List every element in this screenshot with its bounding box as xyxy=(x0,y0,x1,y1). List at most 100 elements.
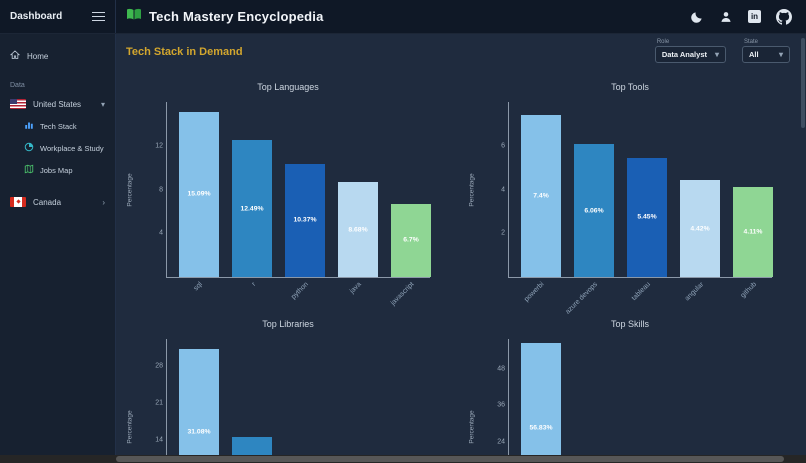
y-tick-label: 4 xyxy=(159,229,163,237)
x-tick-label: tableau xyxy=(630,281,652,303)
bar-value-label: 31.08% xyxy=(187,428,211,436)
horizontal-scrollbar-track[interactable] xyxy=(0,455,806,463)
bar-value-label: 15.09% xyxy=(187,190,211,198)
bar-python[interactable]: 10.37% python xyxy=(285,163,325,301)
map-icon xyxy=(24,164,34,176)
canada-flag-icon xyxy=(10,197,26,207)
chevron-right-icon: › xyxy=(102,197,105,207)
y-tick-label: 8 xyxy=(159,186,163,193)
chevron-down-icon: ▾ xyxy=(714,50,719,59)
sidebar-item-label: Canada xyxy=(33,197,62,207)
plot-area: 24 36 48 56.83% xyxy=(497,339,772,455)
horizontal-scrollbar-thumb[interactable] xyxy=(116,456,784,462)
sidebar-item-label: United States xyxy=(33,99,82,109)
x-tick-label: javascript xyxy=(390,281,416,307)
bars-group: 56.83% xyxy=(509,339,772,455)
bar-item-2[interactable] xyxy=(232,437,272,455)
bar-item-1[interactable]: 56.83% xyxy=(521,342,561,455)
role-filter: Role Data Analyst ▾ xyxy=(654,39,726,63)
bar-value-label: 6.06% xyxy=(584,207,604,215)
plot-area: 4 8 12 15.09% sql 12.49% r 10.37% python 8.68% jav… xyxy=(155,102,431,307)
filter-controls: Role Data Analyst ▾ State All ▾ xyxy=(654,39,790,63)
bar-value-label: 10.37% xyxy=(293,216,317,224)
bar-value-label: 7.4% xyxy=(533,192,549,200)
y-axis-label: Percentage xyxy=(468,410,476,444)
home-icon xyxy=(9,50,21,62)
dark-mode-moon-icon[interactable] xyxy=(690,10,704,24)
plot-area: 14 21 28 31.08% xyxy=(155,339,430,455)
role-select[interactable]: Data Analyst ▾ xyxy=(654,46,726,63)
state-label: State xyxy=(744,39,759,45)
x-tick-label: sql xyxy=(192,281,204,293)
bar-azure devops[interactable]: 6.06% azure devops xyxy=(564,144,614,316)
y-tick-label: 12 xyxy=(155,142,163,150)
y-tick-label: 14 xyxy=(155,436,163,444)
y-tick-label: 36 xyxy=(497,401,505,409)
y-axis-label: Percentage xyxy=(468,173,476,207)
bar-java[interactable]: 8.68% java xyxy=(338,182,378,295)
chart-top-libraries: Top Libraries Percentage 14 21 28 31.08% xyxy=(120,311,456,455)
y-axis-label: Percentage xyxy=(126,173,134,207)
y-tick-label: 6 xyxy=(501,142,505,150)
bar-javascript[interactable]: 6.7% javascript xyxy=(390,203,431,307)
hamburger-menu-icon[interactable] xyxy=(92,9,105,24)
bar-value-label: 8.68% xyxy=(348,226,368,234)
chart-title: Top Libraries xyxy=(262,319,314,329)
chart-title: Top Skills xyxy=(610,319,649,329)
book-icon xyxy=(126,8,142,26)
pie-chart-icon xyxy=(24,142,34,154)
sidebar-item-label: Jobs Map xyxy=(40,165,73,175)
user-icon[interactable] xyxy=(719,10,733,24)
bar-value-label: 4.11% xyxy=(743,228,763,236)
bar-value-label: 56.83% xyxy=(529,424,553,432)
bar-sql[interactable]: 15.09% sql xyxy=(179,111,219,292)
role-select-value: Data Analyst xyxy=(661,50,707,59)
y-axis-label: Percentage xyxy=(126,410,134,444)
chart-top-skills: Top Skills Percentage 24 36 48 56.83% xyxy=(462,311,798,455)
y-tick-label: 24 xyxy=(497,438,505,446)
us-flag-icon xyxy=(10,99,26,109)
bar-github[interactable]: 4.11% github xyxy=(733,187,773,299)
sidebar-item-united-states[interactable]: United States ▾ xyxy=(0,93,115,115)
x-tick-label: python xyxy=(290,281,310,301)
sidebar-item-home[interactable]: Home xyxy=(0,44,115,68)
topbar-icons: in xyxy=(690,8,806,25)
role-label: Role xyxy=(656,39,670,45)
sidebar-item-canada[interactable]: Canada › xyxy=(0,191,115,213)
bar-value-label: 5.45% xyxy=(637,213,657,221)
us-sub-list: Tech Stack Workplace & Study Jobs Map xyxy=(0,115,115,181)
sidebar-item-jobs-map[interactable]: Jobs Map xyxy=(18,159,115,181)
sidebar-title: Dashboard xyxy=(10,11,63,22)
charts-grid: Top Languages Percentage 4 8 12 15.09% sql 12… xyxy=(120,74,798,455)
bar-item-1[interactable]: 31.08% xyxy=(179,349,219,455)
y-tick-label: 28 xyxy=(155,362,163,370)
bar-powerbi[interactable]: 7.4% powerbi xyxy=(521,115,561,303)
vertical-scrollbar-thumb[interactable] xyxy=(801,38,805,128)
linkedin-icon[interactable]: in xyxy=(748,10,761,23)
app-title: Tech Mastery Encyclopedia xyxy=(149,9,324,24)
chart-top-tools: Top Tools Percentage 2 4 6 7.4% powerbi 6.06%… xyxy=(462,74,798,316)
bar-tableau[interactable]: 5.45% tableau xyxy=(627,157,667,302)
bar-value-label: 4.42% xyxy=(690,225,710,233)
bar-chart-icon xyxy=(24,120,34,132)
github-icon[interactable] xyxy=(776,8,792,25)
x-tick-label: angular xyxy=(683,281,705,303)
x-tick-label: java xyxy=(348,281,363,296)
bar-value-label: 12.49% xyxy=(240,205,264,213)
page-title: Tech Stack in Demand xyxy=(126,46,243,58)
bar-angular[interactable]: 4.42% angular xyxy=(680,180,720,302)
sidebar-section-data: Data xyxy=(10,82,25,89)
sidebar-item-tech-stack[interactable]: Tech Stack xyxy=(18,115,115,137)
bar-value-label: 6.7% xyxy=(403,236,419,244)
y-tick-label: 21 xyxy=(155,399,163,407)
bars-group: 7.4% powerbi 6.06% azure devops 5.45% tableau… xyxy=(509,102,773,316)
bars-group: 15.09% sql 12.49% r 10.37% python 8.68% java 6.7… xyxy=(167,102,431,307)
main-content: Tech Stack in Demand Role Data Analyst ▾… xyxy=(116,34,806,455)
chart-title: Top Tools xyxy=(611,82,649,92)
chart-top-languages: Top Languages Percentage 4 8 12 15.09% sql 12… xyxy=(120,74,456,311)
bar-r[interactable]: 12.49% r xyxy=(232,140,272,288)
x-tick-label: r xyxy=(250,281,257,288)
state-select[interactable]: All ▾ xyxy=(742,46,790,63)
sidebar-item-workplace-study[interactable]: Workplace & Study xyxy=(18,137,115,159)
sidebar-item-label: Tech Stack xyxy=(40,121,77,131)
